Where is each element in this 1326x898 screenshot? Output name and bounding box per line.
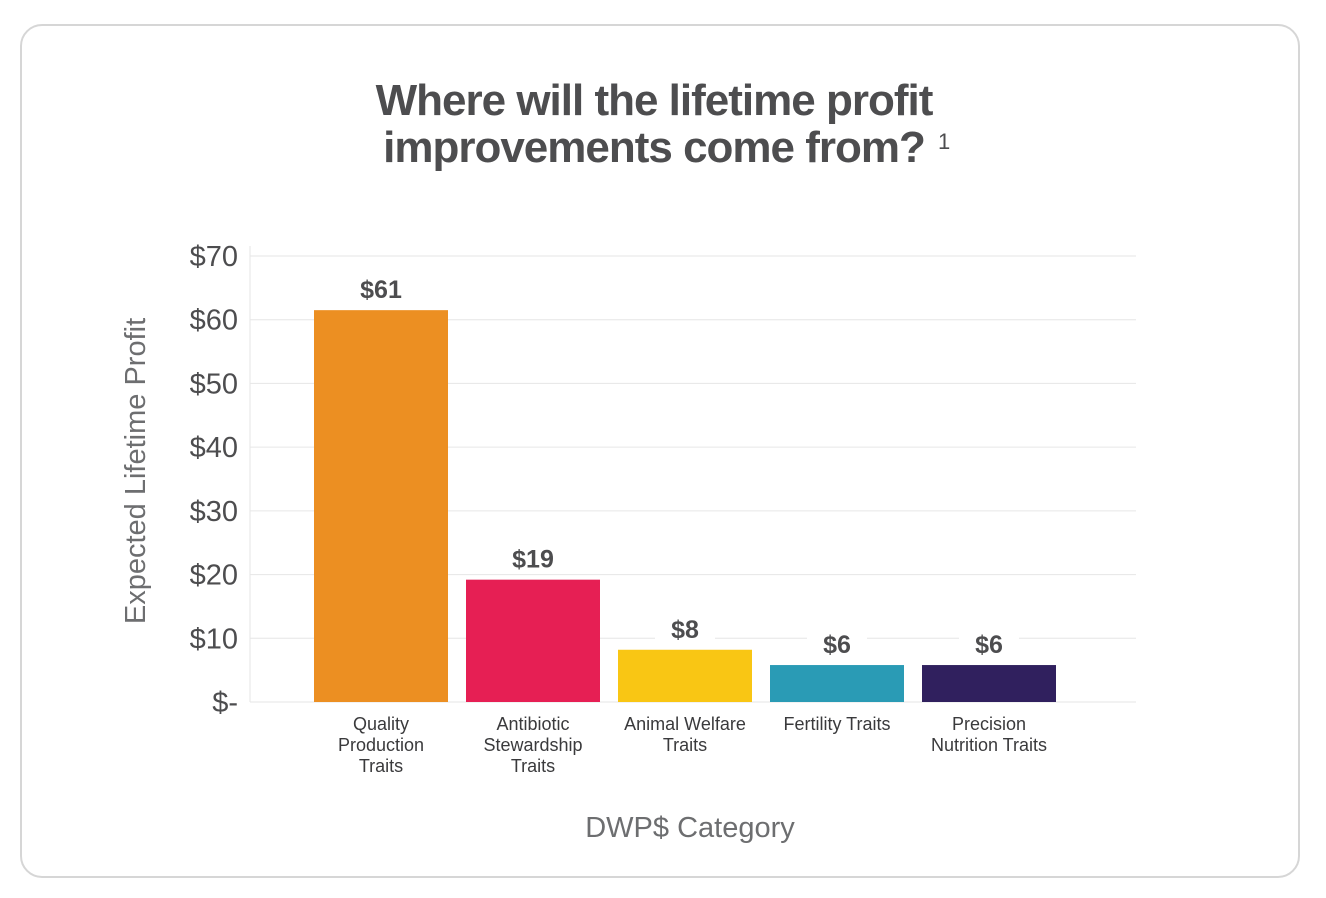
y-tick-label: $40: [190, 432, 238, 464]
y-tick-label: $60: [190, 305, 238, 337]
data-label: $61: [360, 276, 402, 304]
title-footnote-marker: 1: [938, 129, 950, 154]
y-tick-label: $20: [190, 560, 238, 592]
y-tick-label: $10: [190, 623, 238, 655]
bar: [770, 665, 904, 702]
x-category-label-line: Production: [338, 735, 424, 755]
bars: [314, 310, 1056, 702]
x-category-label-line: Traits: [359, 756, 403, 776]
x-category-label-line: Traits: [663, 735, 707, 755]
data-label-background: [959, 629, 1019, 660]
x-category-label-line: Stewardship: [483, 735, 582, 755]
y-axis-title: Expected Lifetime Profit: [120, 318, 152, 624]
x-category-label-line: Traits: [511, 756, 555, 776]
data-label: $6: [823, 631, 851, 659]
x-category-label: Quality Production Traits: [338, 714, 424, 776]
x-category-label-line: Fertility Traits: [783, 714, 890, 734]
y-tick-label: $-: [212, 687, 238, 719]
data-label-background: [655, 613, 715, 644]
chart-title: Where will the lifetime profit improveme…: [376, 76, 951, 172]
bar-chart: Where will the lifetime profit improveme…: [120, 76, 1136, 844]
data-label: $8: [671, 616, 699, 644]
x-category-label: Fertility Traits: [783, 714, 890, 734]
bar: [314, 310, 448, 702]
data-label-background: [807, 629, 867, 660]
x-category-label-line: Quality: [353, 714, 409, 734]
x-category-label: Antibiotic Stewardship Traits: [483, 714, 582, 776]
x-axis-title: DWP$ Category: [585, 812, 795, 844]
data-label-background: [351, 274, 411, 305]
x-category-label-line: Nutrition Traits: [931, 735, 1047, 755]
chart-title-line-1: Where will the lifetime profit: [376, 76, 934, 125]
y-axis-ticks: $- $10 $20 $30 $40 $50 $60 $70: [190, 241, 238, 719]
x-category-label: Animal Welfare Traits: [624, 714, 746, 755]
y-tick-label: $70: [190, 241, 238, 273]
x-category-label-line: Precision: [952, 714, 1026, 734]
data-label: $6: [975, 631, 1003, 659]
chart-card: Where will the lifetime profit improveme…: [20, 24, 1300, 878]
x-category-label-line: Antibiotic: [496, 714, 569, 734]
x-category-label: Precision Nutrition Traits: [931, 714, 1047, 755]
x-category-label-line: Animal Welfare: [624, 714, 746, 734]
bar: [466, 579, 600, 702]
data-label-background: [503, 543, 563, 574]
y-tick-label: $30: [190, 496, 238, 528]
data-labels: $61 $19 $8 $6 $6: [351, 274, 1019, 660]
y-tick-label: $50: [190, 368, 238, 400]
bar: [618, 649, 752, 702]
data-label: $19: [512, 546, 554, 574]
bar: [922, 665, 1056, 702]
chart-title-line-2: improvements come from?: [383, 123, 925, 172]
